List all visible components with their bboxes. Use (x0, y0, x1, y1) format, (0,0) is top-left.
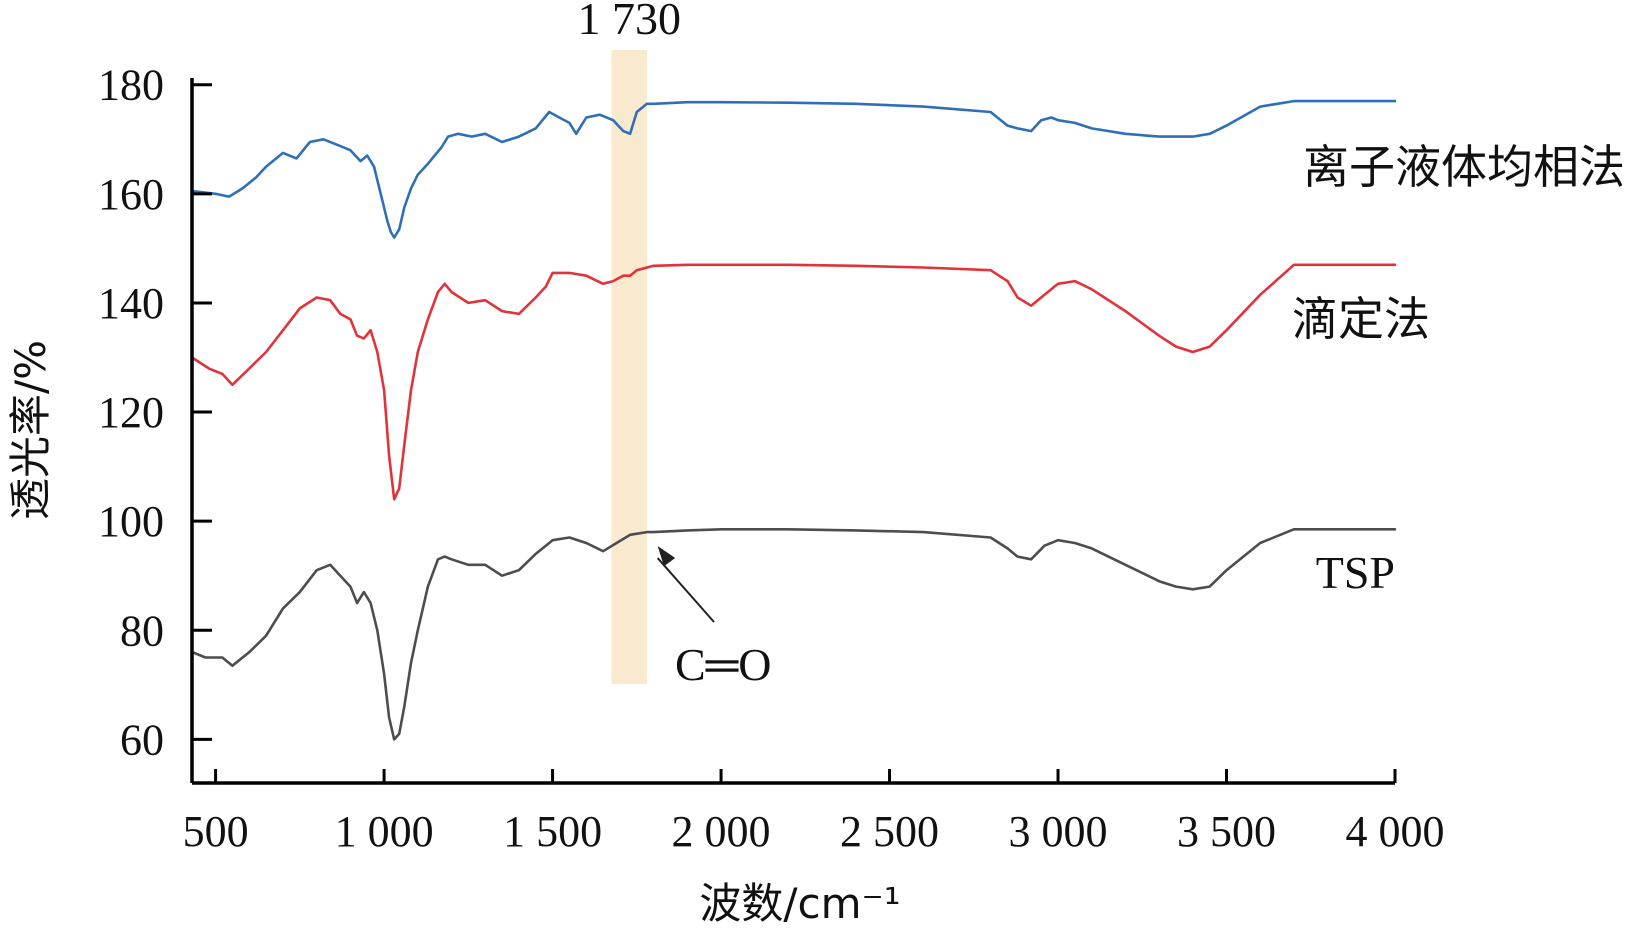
y-tick-label: 140 (98, 279, 164, 328)
x-tick-label: 2 500 (840, 807, 939, 856)
axis-layer: 500 1 000 1 500 2 000 2 500 3 000 3 500 4 000 60… (6, 61, 1445, 928)
x-tick-label: 500 (183, 807, 249, 856)
annotation-arrow-head (657, 546, 676, 567)
highlight-band-layer (611, 50, 647, 684)
y-tick-label: 80 (120, 606, 164, 655)
x-tick-label: 3 500 (1177, 807, 1276, 856)
x-axis-title: 波数/cm⁻¹ (699, 879, 900, 928)
x-tick-label: 2 000 (672, 807, 771, 856)
y-tick-label: 120 (98, 388, 164, 437)
y-axis-title: 透光率/% (6, 340, 55, 520)
y-tick-label: 60 (120, 715, 164, 764)
x-tick-label: 1 500 (503, 807, 602, 856)
annotation-text: C═O (675, 639, 772, 690)
x-tick-label: 1 000 (335, 807, 434, 856)
y-tick-label: 100 (98, 497, 164, 546)
series-label-3: TSP (1316, 547, 1395, 598)
series-line-1 (190, 99, 1397, 239)
highlight-band (611, 50, 647, 684)
y-tick-label: 160 (98, 170, 164, 219)
series-label-2: 滴定法 (1292, 292, 1430, 346)
series-label-1: 离子液体均相法 (1303, 140, 1625, 194)
annotation-arrow-line (656, 557, 715, 623)
series-line-2 (190, 263, 1397, 501)
series-line-3 (190, 528, 1397, 741)
x-tick-label: 4 000 (1346, 807, 1445, 856)
y-tick-label: 180 (98, 61, 164, 110)
series-layer (190, 99, 1397, 741)
highlight-band-label: 1 730 (577, 0, 681, 44)
x-tick-label: 3 000 (1009, 807, 1108, 856)
